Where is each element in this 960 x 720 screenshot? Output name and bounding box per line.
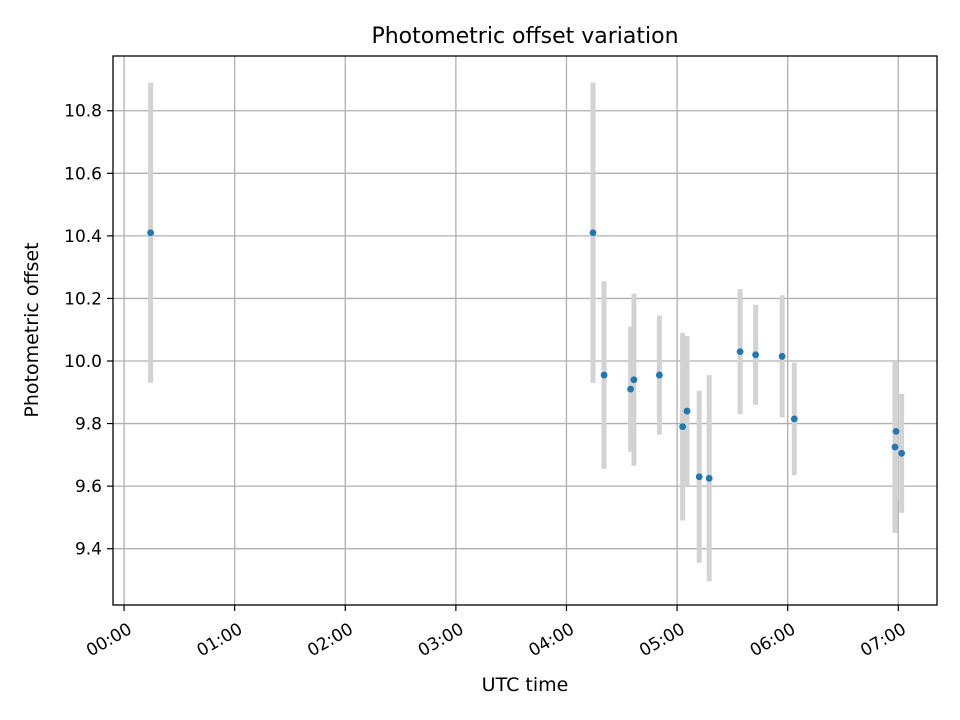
data-point (891, 443, 899, 451)
data-point (898, 449, 906, 457)
plot-frame (112, 55, 938, 606)
y-tick-label: 10.8 (64, 102, 102, 122)
x-axis-label: UTC time (482, 674, 569, 696)
data-point (752, 351, 760, 359)
y-tick-label: 9.8 (75, 415, 102, 435)
y-tick-label: 9.6 (75, 477, 102, 497)
y-axis-label: Photometric offset (21, 242, 43, 417)
y-axis-ticks: 9.4 9.6 9.8 10.0 10.2 10.4 10.6 10.8 (64, 102, 113, 560)
y-tick-label: 9.4 (75, 540, 102, 560)
data-point (627, 385, 635, 393)
data-point (736, 348, 744, 356)
data-point (655, 371, 663, 379)
y-tick-label: 10.4 (64, 227, 102, 247)
data-point (600, 371, 608, 379)
data-point (695, 473, 703, 481)
data-point (679, 423, 687, 431)
data-point (705, 474, 713, 482)
data-point (892, 427, 900, 435)
y-tick-label: 10.6 (64, 164, 102, 184)
data-point (778, 352, 786, 360)
data-point (630, 376, 638, 384)
grid (113, 56, 937, 605)
data-point (683, 407, 691, 415)
data-point (147, 229, 155, 237)
y-tick-label: 10.0 (64, 352, 102, 372)
y-tick-label: 10.2 (64, 289, 102, 309)
data-point (589, 229, 597, 237)
chart-title: Photometric offset variation (371, 24, 678, 49)
data-points (147, 229, 906, 482)
data-point (790, 415, 798, 423)
